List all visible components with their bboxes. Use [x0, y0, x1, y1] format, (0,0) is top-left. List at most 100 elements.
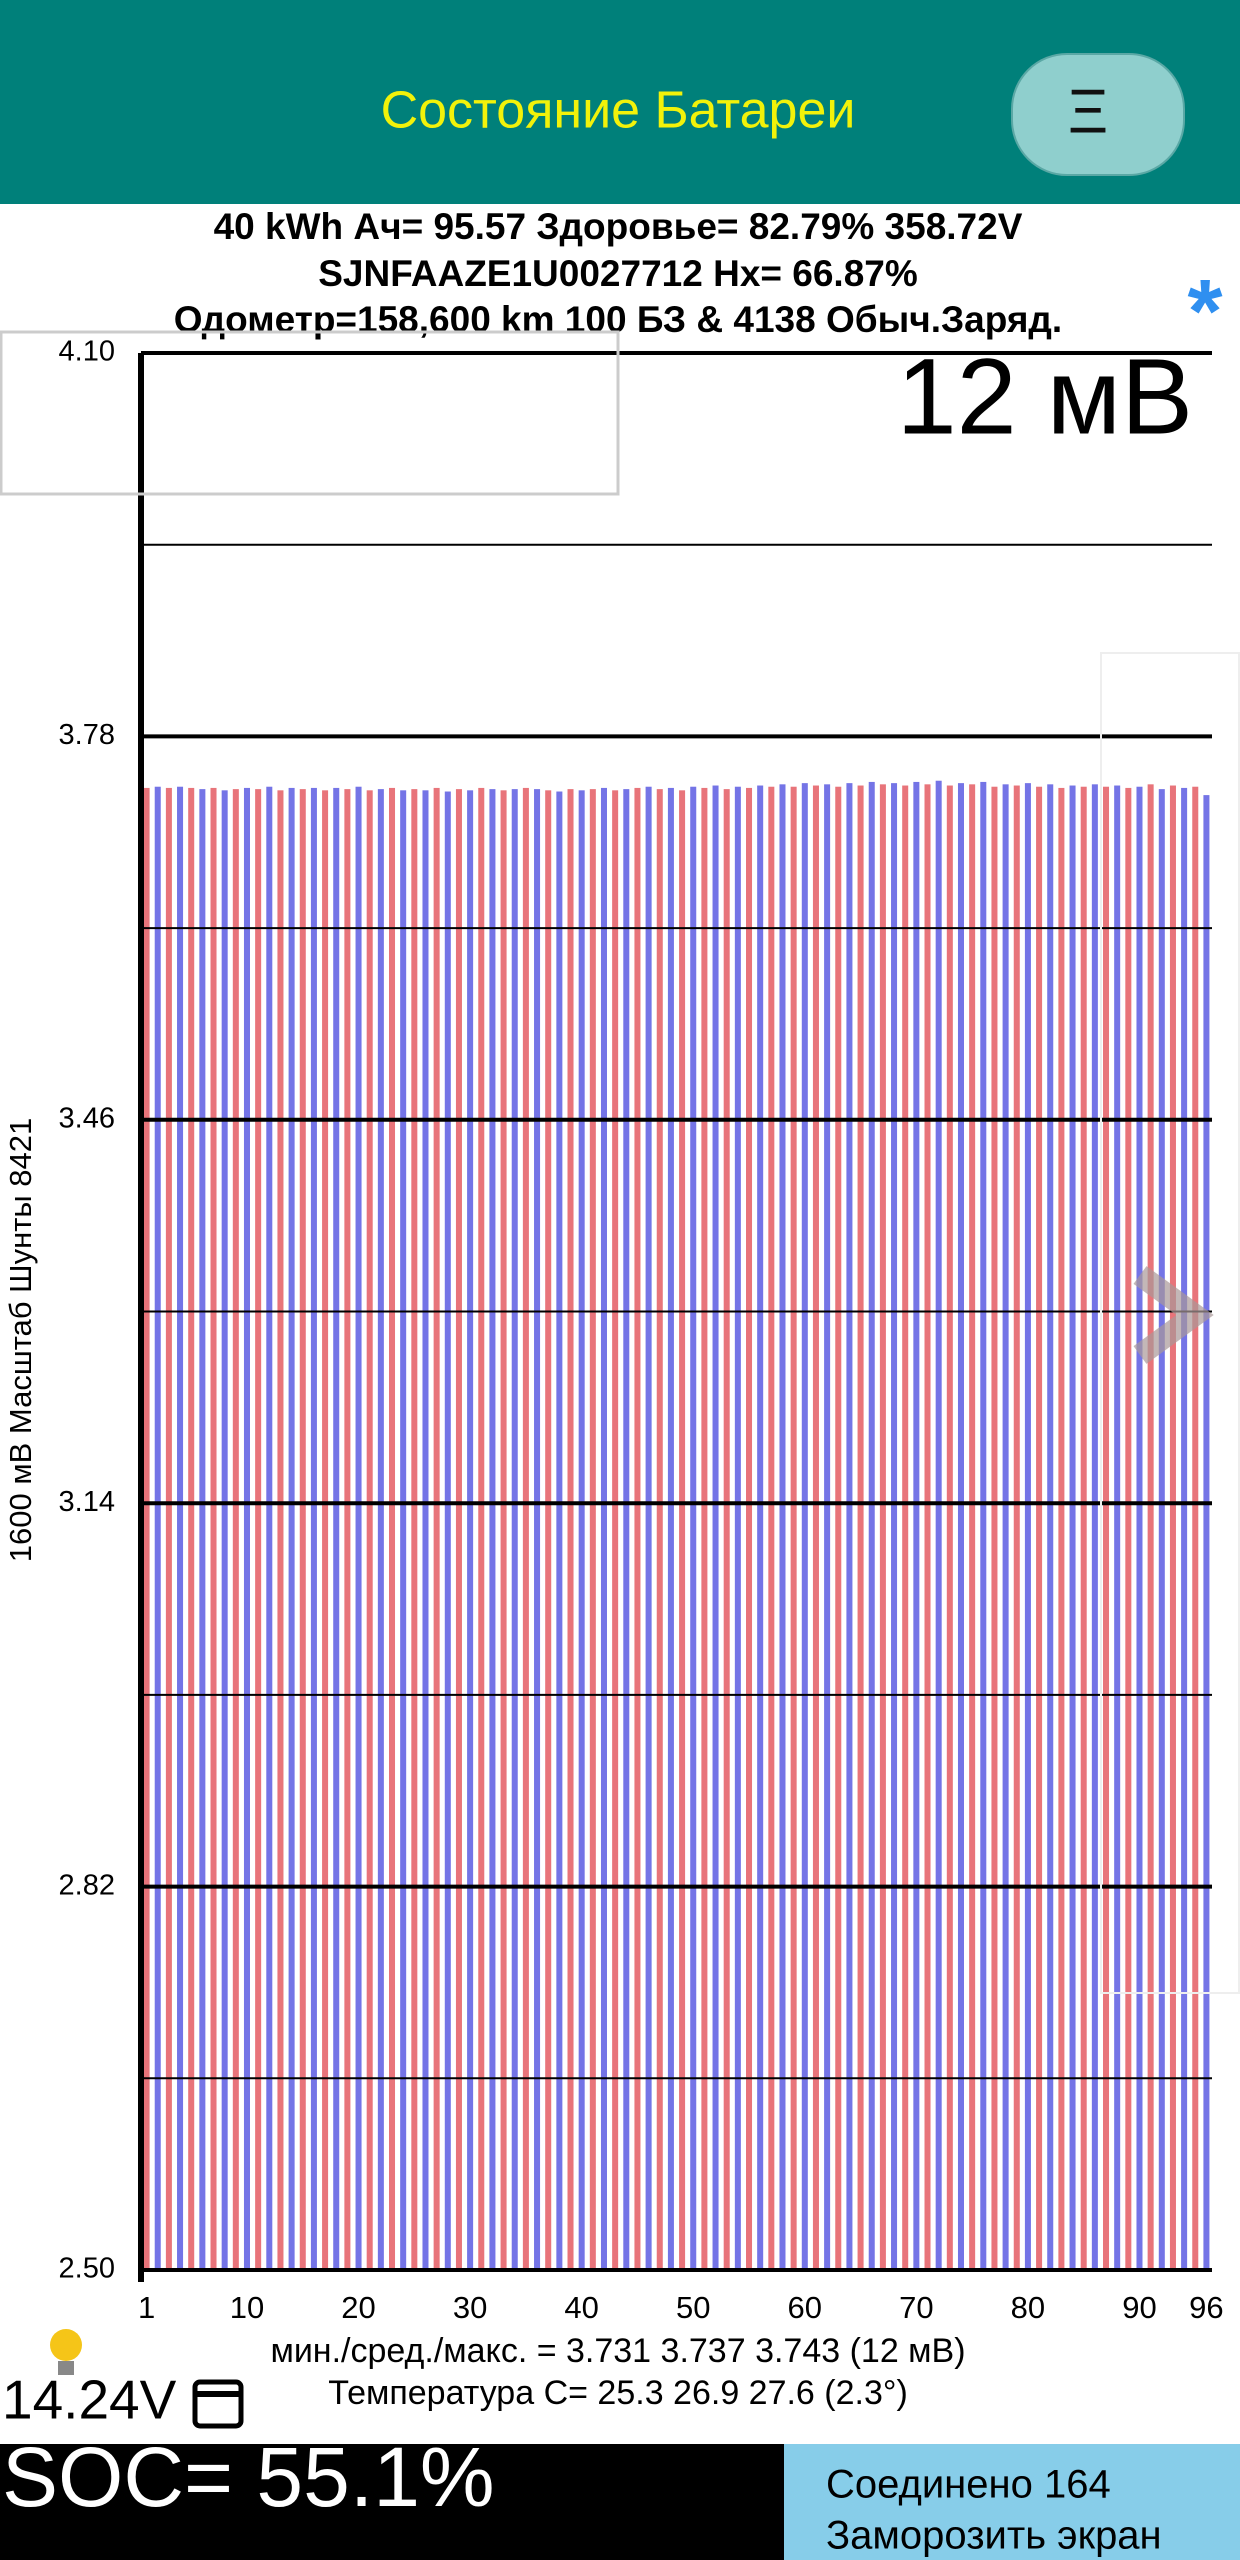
bar: [634, 787, 641, 2270]
bar: [210, 787, 217, 2270]
bulb: [50, 2329, 82, 2361]
bar: [232, 789, 239, 2271]
bar: [545, 790, 552, 2270]
bar: [1147, 784, 1154, 2271]
x-tick-label: 80: [1011, 2290, 1045, 2325]
overlay-box: [0, 330, 620, 496]
menu-button[interactable]: [1011, 53, 1185, 176]
bar: [835, 786, 842, 2271]
bar: [667, 787, 674, 2270]
bar: [623, 789, 630, 2271]
stats: мин./сред./макс. = 3.731 3.737 3.743 (12…: [270, 2332, 965, 2370]
bar: [1114, 785, 1121, 2270]
bar: [924, 784, 931, 2271]
status-box[interactable]: [784, 2444, 1240, 2560]
next-arrow[interactable]: [1133, 1266, 1214, 1364]
bar: [177, 786, 184, 2271]
bar: [857, 785, 864, 2270]
x-tick-label: 60: [788, 2290, 822, 2325]
bar: [567, 789, 574, 2271]
bar: [757, 785, 764, 2270]
bar: [433, 787, 440, 2270]
bar: [1058, 787, 1065, 2270]
menu-icon[interactable]: Ξ: [1068, 77, 1108, 146]
x-tick-label: 10: [230, 2290, 264, 2325]
x-tick-label: 90: [1122, 2290, 1156, 2325]
x-tick-label: 20: [341, 2290, 375, 2325]
y-tick-label: 2.50: [59, 2253, 115, 2285]
overlay-panel: [1100, 652, 1240, 1994]
bar: [389, 787, 396, 2270]
bar: [243, 787, 250, 2270]
bar: [1192, 786, 1199, 2271]
plot-area: 2.50 2.82 3.14 3.46 3.78 4.10 1 10 20 30 40 50 60 70 8…: [59, 336, 1224, 2326]
bar: [1125, 787, 1132, 2270]
bar: [1002, 784, 1009, 2271]
bar: [377, 789, 384, 2271]
bar: [656, 789, 663, 2271]
bar: [801, 783, 808, 2270]
bar: [310, 787, 317, 2270]
calendar[interactable]: [192, 2379, 244, 2429]
freeze-button[interactable]: Заморозить экран: [826, 2514, 1162, 2558]
bar: [1047, 784, 1054, 2271]
bar: [600, 787, 607, 2270]
bar: [478, 787, 485, 2270]
bar: [1080, 786, 1087, 2271]
bar: [935, 780, 942, 2270]
bar: [299, 789, 306, 2271]
bar: [322, 790, 329, 2270]
bar: [768, 786, 775, 2271]
bar: [1203, 795, 1210, 2270]
bar: [723, 789, 730, 2271]
bar: [846, 783, 853, 2270]
bar: [400, 790, 407, 2270]
bar: [1181, 787, 1188, 2270]
bar: [946, 785, 953, 2270]
bar: [679, 790, 686, 2270]
x-tick-label: 96: [1189, 2290, 1223, 2325]
bar: [266, 786, 273, 2271]
bar: [734, 786, 741, 2271]
bar: [199, 789, 206, 2271]
bar: [980, 781, 987, 2271]
bar: [221, 790, 228, 2270]
bar: [746, 787, 753, 2270]
bar: [355, 786, 362, 2271]
bar: [188, 787, 195, 2270]
marker: *: [1187, 262, 1222, 362]
bar: [534, 789, 541, 2271]
y-tick-label: 4.10: [59, 336, 115, 368]
bar: [255, 789, 262, 2271]
bar: [879, 784, 886, 2271]
temperature: Температура С= 25.3 26.9 27.6 (2.3°): [328, 2374, 908, 2412]
bar: [288, 787, 295, 2270]
bar: [902, 785, 909, 2270]
bar: [957, 783, 964, 2270]
soc-bar: [0, 2444, 784, 2560]
y-tick-label: 3.14: [59, 1486, 115, 1518]
x-tick-label: 40: [564, 2290, 598, 2325]
bar: [1069, 785, 1076, 2270]
bar: [154, 786, 161, 2271]
x-tick-label: 70: [899, 2290, 933, 2325]
bar: [511, 789, 518, 2271]
bar: [779, 784, 786, 2271]
bar: [143, 787, 150, 2270]
bar: [712, 785, 719, 2270]
bar: [165, 787, 172, 2270]
bar: [1091, 784, 1098, 2271]
info-line: SJNFAAZE1U0027712 Hx= 66.87%: [318, 253, 918, 294]
info-line: 40 kWh Ач= 95.57 Здоровье= 82.79% 358.72…: [214, 206, 1023, 247]
x-tick-label: 50: [676, 2290, 710, 2325]
bar: [1036, 786, 1043, 2271]
bar: [455, 789, 462, 2271]
bar: [444, 791, 451, 2271]
header-title: Состояние Батареи: [381, 82, 856, 140]
bar: [333, 787, 340, 2270]
soc: SOC= 55.1%: [2, 2430, 495, 2524]
calendar-icon[interactable]: [192, 2379, 244, 2429]
bar: [812, 785, 819, 2270]
